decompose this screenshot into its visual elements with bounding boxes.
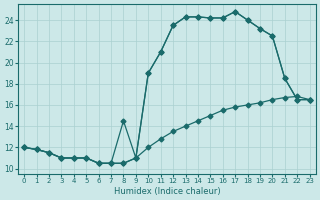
X-axis label: Humidex (Indice chaleur): Humidex (Indice chaleur) — [114, 187, 220, 196]
